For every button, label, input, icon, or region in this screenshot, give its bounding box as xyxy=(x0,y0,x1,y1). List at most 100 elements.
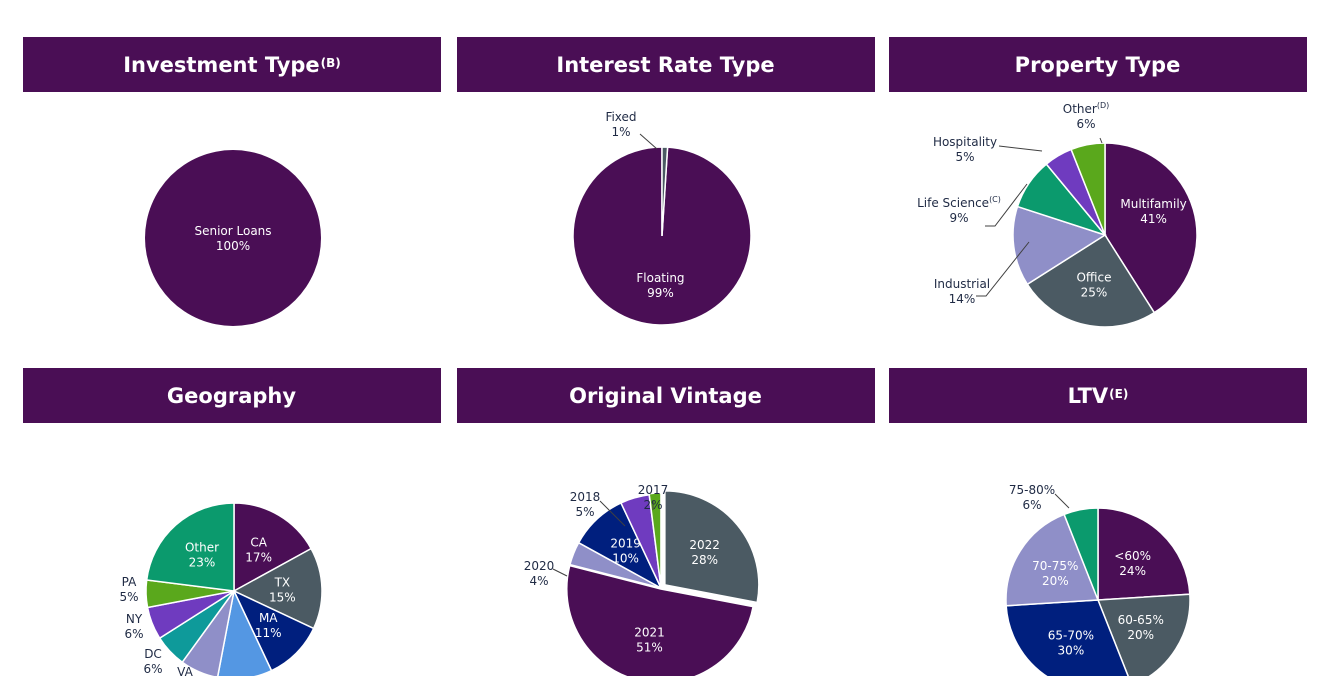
data-label-floating-label: Floating xyxy=(636,271,684,285)
panel-investment-type: Investment Type (B) Senior Loans 100% xyxy=(23,37,441,337)
pie-slice-60-65 xyxy=(1096,593,1191,676)
data-label-2021-label: 2021 xyxy=(634,625,665,639)
data-label-ca-label: CA xyxy=(250,535,267,549)
pie-slice-70-75 xyxy=(1005,513,1100,607)
data-label-2019-label: 2019 xyxy=(610,536,641,550)
panel-original-vintage: Original Vintage 2022 28% 2021 51% 2020 4% 201… xyxy=(457,368,875,676)
data-label-other-label: Other xyxy=(185,541,219,555)
chart-title-property-type: Property Type xyxy=(889,37,1307,92)
pie-slice-75-80 xyxy=(1063,507,1099,601)
title-text: Original Vintage xyxy=(569,383,762,408)
title-superscript: (B) xyxy=(320,55,341,70)
data-label-2018-label: 2018 xyxy=(570,490,601,504)
data-label-70-75-label: 70-75% xyxy=(1032,559,1078,573)
data-label-60-label: <60% xyxy=(1114,549,1151,563)
panel-property-type: Property Type Multifamily 41% Office 25% Ind… xyxy=(889,37,1307,337)
chart-title-geography: Geography xyxy=(23,368,441,423)
title-superscript: (E) xyxy=(1109,386,1129,401)
data-label-2018-value: 5% xyxy=(575,505,594,519)
data-label-2017-label: 2017 xyxy=(638,483,669,497)
data-label-ca-value: 17% xyxy=(245,550,272,564)
data-label-senior-loans-value: 100% xyxy=(216,239,250,253)
data-label-60-65-label: 60-65% xyxy=(1118,613,1164,627)
data-label-75-80-value: 6% xyxy=(1022,498,1041,512)
pie-slice-tx xyxy=(232,547,323,630)
title-text: Geography xyxy=(166,383,297,408)
data-label-other-label: Other(D) xyxy=(1063,101,1109,116)
data-label-dc-value: 6% xyxy=(143,662,162,676)
pie-slice-office xyxy=(1026,233,1156,328)
pie-slice-senior-loans xyxy=(145,150,321,326)
data-label-fixed-label: Fixed xyxy=(605,110,636,124)
data-label-pa-value: 5% xyxy=(119,590,138,604)
chart-title-original-vintage: Original Vintage xyxy=(457,368,875,423)
title-text: Interest Rate Type xyxy=(556,52,775,77)
data-label-75-80-label: 75-80% xyxy=(1009,483,1055,497)
pie-slice-2022 xyxy=(664,490,760,604)
data-label-other-value: 6% xyxy=(1076,117,1095,131)
chart-title-interest-rate-type: Interest Rate Type xyxy=(457,37,875,92)
data-label-2019-value: 10% xyxy=(612,551,639,565)
title-text: Investment Type xyxy=(123,52,320,77)
data-label-industrial-value: 14% xyxy=(949,292,976,306)
pie-slice-2017 xyxy=(648,492,662,588)
data-label-tx-value: 15% xyxy=(269,590,296,604)
data-label-tx-label: TX xyxy=(274,575,291,589)
leader-line-industrial xyxy=(976,241,1030,297)
data-label-hospitality-label: Hospitality xyxy=(933,135,997,149)
data-label-office-label: Office xyxy=(1076,270,1111,284)
data-label-life-science-value: 9% xyxy=(949,211,968,225)
data-label-dc-label: DC xyxy=(144,647,162,661)
leader-line-fixed xyxy=(639,133,658,150)
data-label-hospitality-value: 5% xyxy=(955,150,974,164)
pie-slice-industrial xyxy=(1012,205,1107,286)
chart-title-ltv: LTV (E) xyxy=(889,368,1307,423)
data-label-fixed-value: 1% xyxy=(611,125,630,139)
panel-interest-rate-type: Interest Rate Type Floating 99% Fixed 1% xyxy=(457,37,875,337)
leader-line-other xyxy=(1099,137,1103,144)
data-label-office-value: 25% xyxy=(1081,285,1108,299)
pie-slice-2021 xyxy=(566,564,754,676)
pie-slice-ca xyxy=(233,502,313,593)
panel-geography: Geography CA17%TX15%MA11%FL10%VA7%DC6%NY… xyxy=(23,368,441,676)
leader-line-hospitality xyxy=(998,145,1043,152)
leader-line-75-80 xyxy=(1054,493,1070,509)
data-label-60-65-value: 20% xyxy=(1127,628,1154,642)
data-label-life-science-label: Life Science(C) xyxy=(917,195,1001,210)
pie-slice-fl xyxy=(217,588,273,676)
panel-ltv: LTV (E) <60% 24% 60-65% 20% 65-70% 30% 70-75% 20… xyxy=(889,368,1307,676)
data-label-65-70-value: 30% xyxy=(1058,644,1085,658)
data-label-floating-value: 99% xyxy=(647,286,674,300)
data-label-ma-label: MA xyxy=(259,611,278,625)
data-label-industrial-label: Industrial xyxy=(934,277,990,291)
data-label-2022-value: 28% xyxy=(691,553,718,567)
data-label-ny-value: 6% xyxy=(124,627,143,641)
data-label-2020-label: 2020 xyxy=(524,559,555,573)
title-text: LTV xyxy=(1067,383,1109,408)
data-label-2017-value: 2% xyxy=(643,498,662,512)
title-text: Property Type xyxy=(1014,52,1181,77)
pie-slice-fixed xyxy=(661,146,669,237)
data-label-senior-loans-label: Senior Loans xyxy=(194,224,271,238)
data-label-pa-label: PA xyxy=(122,575,137,589)
pie-slice-other xyxy=(145,502,235,592)
data-label-ma-value: 11% xyxy=(255,626,282,640)
data-label-multifamily-label: Multifamily xyxy=(1120,197,1186,211)
pie-slice-60 xyxy=(1097,507,1191,601)
data-label-va-label: VA xyxy=(177,665,193,676)
data-label-60-value: 24% xyxy=(1119,564,1146,578)
data-label-multifamily-value: 41% xyxy=(1140,212,1167,226)
pie-geography: CA17%TX15%MA11%FL10%VA7%DC6%NY6%PA5%Othe… xyxy=(119,502,323,676)
data-label-70-75-value: 20% xyxy=(1042,574,1069,588)
data-label-65-70-label: 65-70% xyxy=(1048,629,1094,643)
data-label-other-value: 23% xyxy=(189,556,216,570)
leader-line-2020 xyxy=(552,568,568,577)
leader-line-2018 xyxy=(599,500,626,527)
data-label-2021-value: 51% xyxy=(636,640,663,654)
pie-slice-65-70 xyxy=(1005,599,1129,676)
chart-title-investment-type: Investment Type (B) xyxy=(23,37,441,92)
